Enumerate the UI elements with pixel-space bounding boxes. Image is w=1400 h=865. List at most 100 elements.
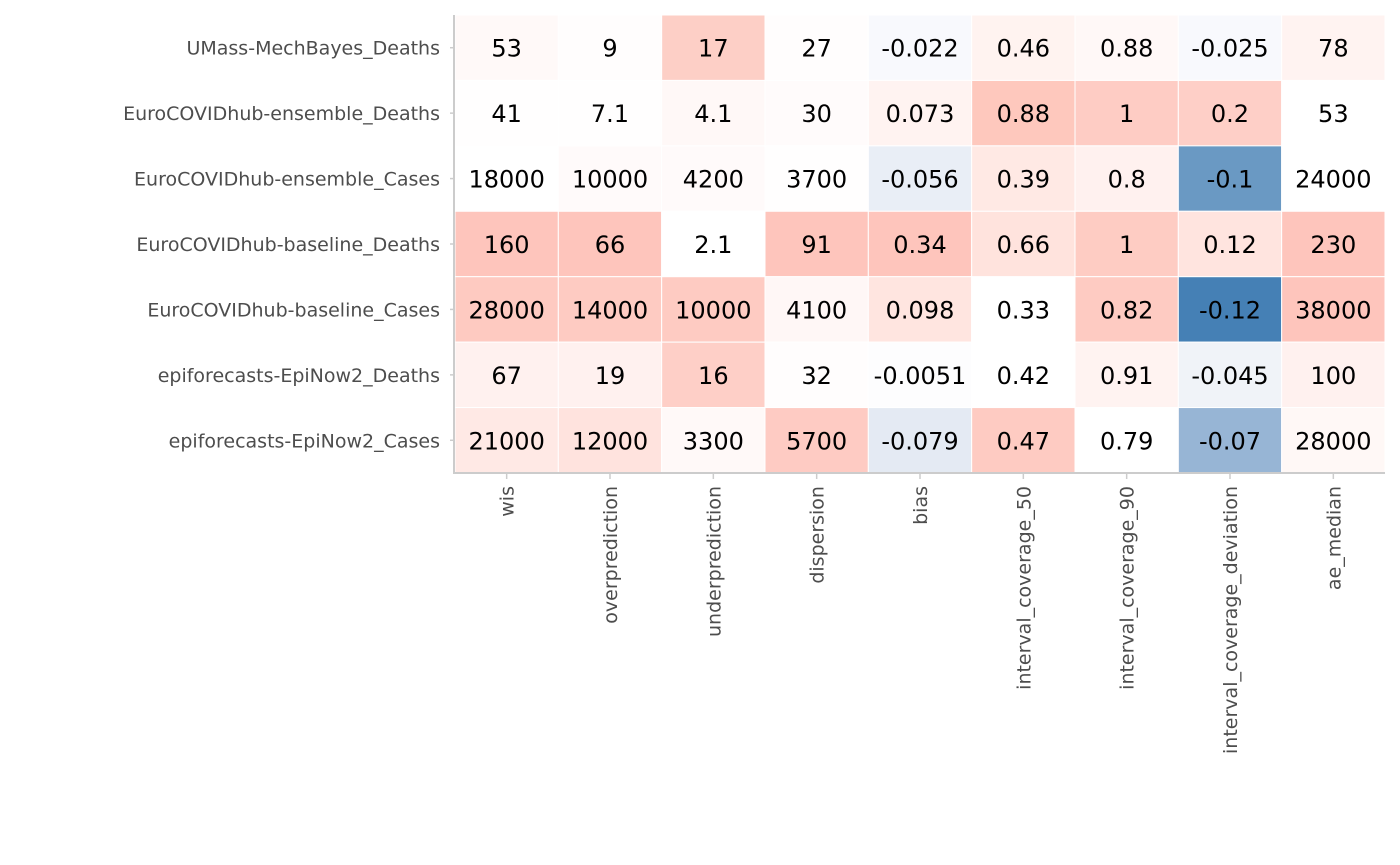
heatmap-cell <box>1281 145 1386 212</box>
heatmap-cell <box>454 341 559 409</box>
cell-label: -0.1 <box>1207 166 1254 194</box>
cell-label: 67 <box>491 362 522 390</box>
cell-label: 160 <box>484 231 530 259</box>
cell-label: 5700 <box>786 427 847 455</box>
heatmap-cell <box>1281 276 1386 343</box>
cell-label: 28000 <box>468 296 544 324</box>
cell-label: -0.056 <box>881 166 958 194</box>
cell-label: 78 <box>1318 35 1349 63</box>
cell-label: 21000 <box>468 427 544 455</box>
heatmap-cell <box>454 276 559 343</box>
cell-label: 32 <box>801 362 832 390</box>
y-tick-label: UMass-MechBayes_Deaths <box>186 38 440 60</box>
cell-label: 66 <box>595 231 626 259</box>
cell-label: 100 <box>1310 362 1356 390</box>
heatmap-cell <box>1074 276 1179 343</box>
heatmap-cell <box>1177 79 1283 147</box>
heatmap-cell <box>1074 145 1179 212</box>
cell-label: 19 <box>595 362 626 390</box>
x-axis-labels: wis overprediction underprediction dispersi… <box>497 486 1346 754</box>
cell-label: 0.47 <box>997 427 1050 455</box>
cell-label: 0.073 <box>886 100 955 128</box>
cell-label: 2.1 <box>694 231 732 259</box>
heatmap-cell <box>1177 210 1283 278</box>
heatmap-cell <box>867 145 973 212</box>
cell-label: 18000 <box>468 166 544 194</box>
heatmap-cell <box>971 14 1076 81</box>
heatmap-cell <box>1177 341 1283 409</box>
axes <box>450 15 1385 479</box>
heatmap-cell <box>661 145 766 212</box>
cell-label: -0.12 <box>1199 296 1261 324</box>
cell-label: 230 <box>1310 231 1356 259</box>
heatmap-cell <box>454 407 559 474</box>
x-tick-label: underprediction <box>703 486 725 637</box>
cell-label: -0.045 <box>1191 362 1268 390</box>
cell-label: 0.34 <box>893 231 946 259</box>
heatmap-cell <box>867 407 973 474</box>
cell-label: 0.8 <box>1108 166 1146 194</box>
x-tick-label: ae_median <box>1323 486 1345 590</box>
heatmap-cell <box>661 79 766 147</box>
heatmap-cell <box>454 79 559 147</box>
cell-label: 30 <box>801 100 832 128</box>
heatmap-cell <box>661 341 766 409</box>
cell-label: 0.12 <box>1203 231 1256 259</box>
heatmap-cell <box>867 341 973 409</box>
cell-label: 0.39 <box>997 166 1050 194</box>
y-axis-labels: UMass-MechBayes_Deaths EuroCOVIDhub-ensem… <box>123 38 440 453</box>
cell-label: 10000 <box>675 296 751 324</box>
cell-label: 1 <box>1119 100 1134 128</box>
y-tick-label: EuroCOVIDhub-ensemble_Cases <box>134 169 440 191</box>
heatmap-cell <box>971 341 1076 409</box>
cell-label: 9 <box>602 35 617 63</box>
cell-label: 4.1 <box>694 100 732 128</box>
x-tick-label: interval_coverage_90 <box>1117 486 1139 690</box>
heatmap-cell <box>867 14 973 81</box>
cell-label: 41 <box>491 100 522 128</box>
cell-label: 3300 <box>683 427 744 455</box>
cell-label: 0.46 <box>997 35 1050 63</box>
x-tick-label: interval_coverage_deviation <box>1220 486 1242 754</box>
x-tick-label: interval_coverage_50 <box>1013 486 1035 690</box>
cell-label: 0.66 <box>997 231 1050 259</box>
x-tick-label: overprediction <box>600 486 622 624</box>
x-tick-label: bias <box>910 486 932 525</box>
heatmap-cell <box>454 145 559 212</box>
heatmap-cell <box>867 79 973 147</box>
cell-label: 10000 <box>572 166 648 194</box>
cell-label: 3700 <box>786 166 847 194</box>
cell-label: -0.025 <box>1191 35 1268 63</box>
cell-label: 12000 <box>572 427 648 455</box>
cell-label: 28000 <box>1295 427 1371 455</box>
cell-label: 4100 <box>786 296 847 324</box>
cell-label: 0.098 <box>886 296 955 324</box>
y-tick-label: EuroCOVIDhub-baseline_Deaths <box>136 234 440 256</box>
cell-label: 17 <box>698 35 729 63</box>
heatmap-cell <box>971 276 1076 343</box>
cell-label: 0.33 <box>997 296 1050 324</box>
cell-label: 1 <box>1119 231 1134 259</box>
cell-label: 53 <box>1318 100 1349 128</box>
cell-label: 0.42 <box>997 362 1050 390</box>
cell-label: 0.88 <box>1100 35 1153 63</box>
heatmap-cell <box>1074 79 1179 147</box>
heatmap-cell <box>557 276 663 343</box>
heatmap-cell <box>557 407 663 474</box>
cell-label: 24000 <box>1295 166 1371 194</box>
y-tick-label: EuroCOVIDhub-ensemble_Deaths <box>123 103 440 125</box>
heatmap-cell <box>1281 79 1386 147</box>
cell-label: -0.07 <box>1199 427 1261 455</box>
heatmap-cell <box>454 14 559 81</box>
cell-label: 4200 <box>683 166 744 194</box>
heatmap-cell <box>764 145 869 212</box>
cell-label: 0.82 <box>1100 296 1153 324</box>
heatmap-cell <box>764 14 869 81</box>
cell-label: -0.0051 <box>874 362 967 390</box>
cell-label: 7.1 <box>591 100 629 128</box>
cell-label: 38000 <box>1295 296 1371 324</box>
x-tick-label: dispersion <box>807 486 829 584</box>
cell-label: 0.88 <box>997 100 1050 128</box>
heatmap-cell <box>1074 407 1179 474</box>
